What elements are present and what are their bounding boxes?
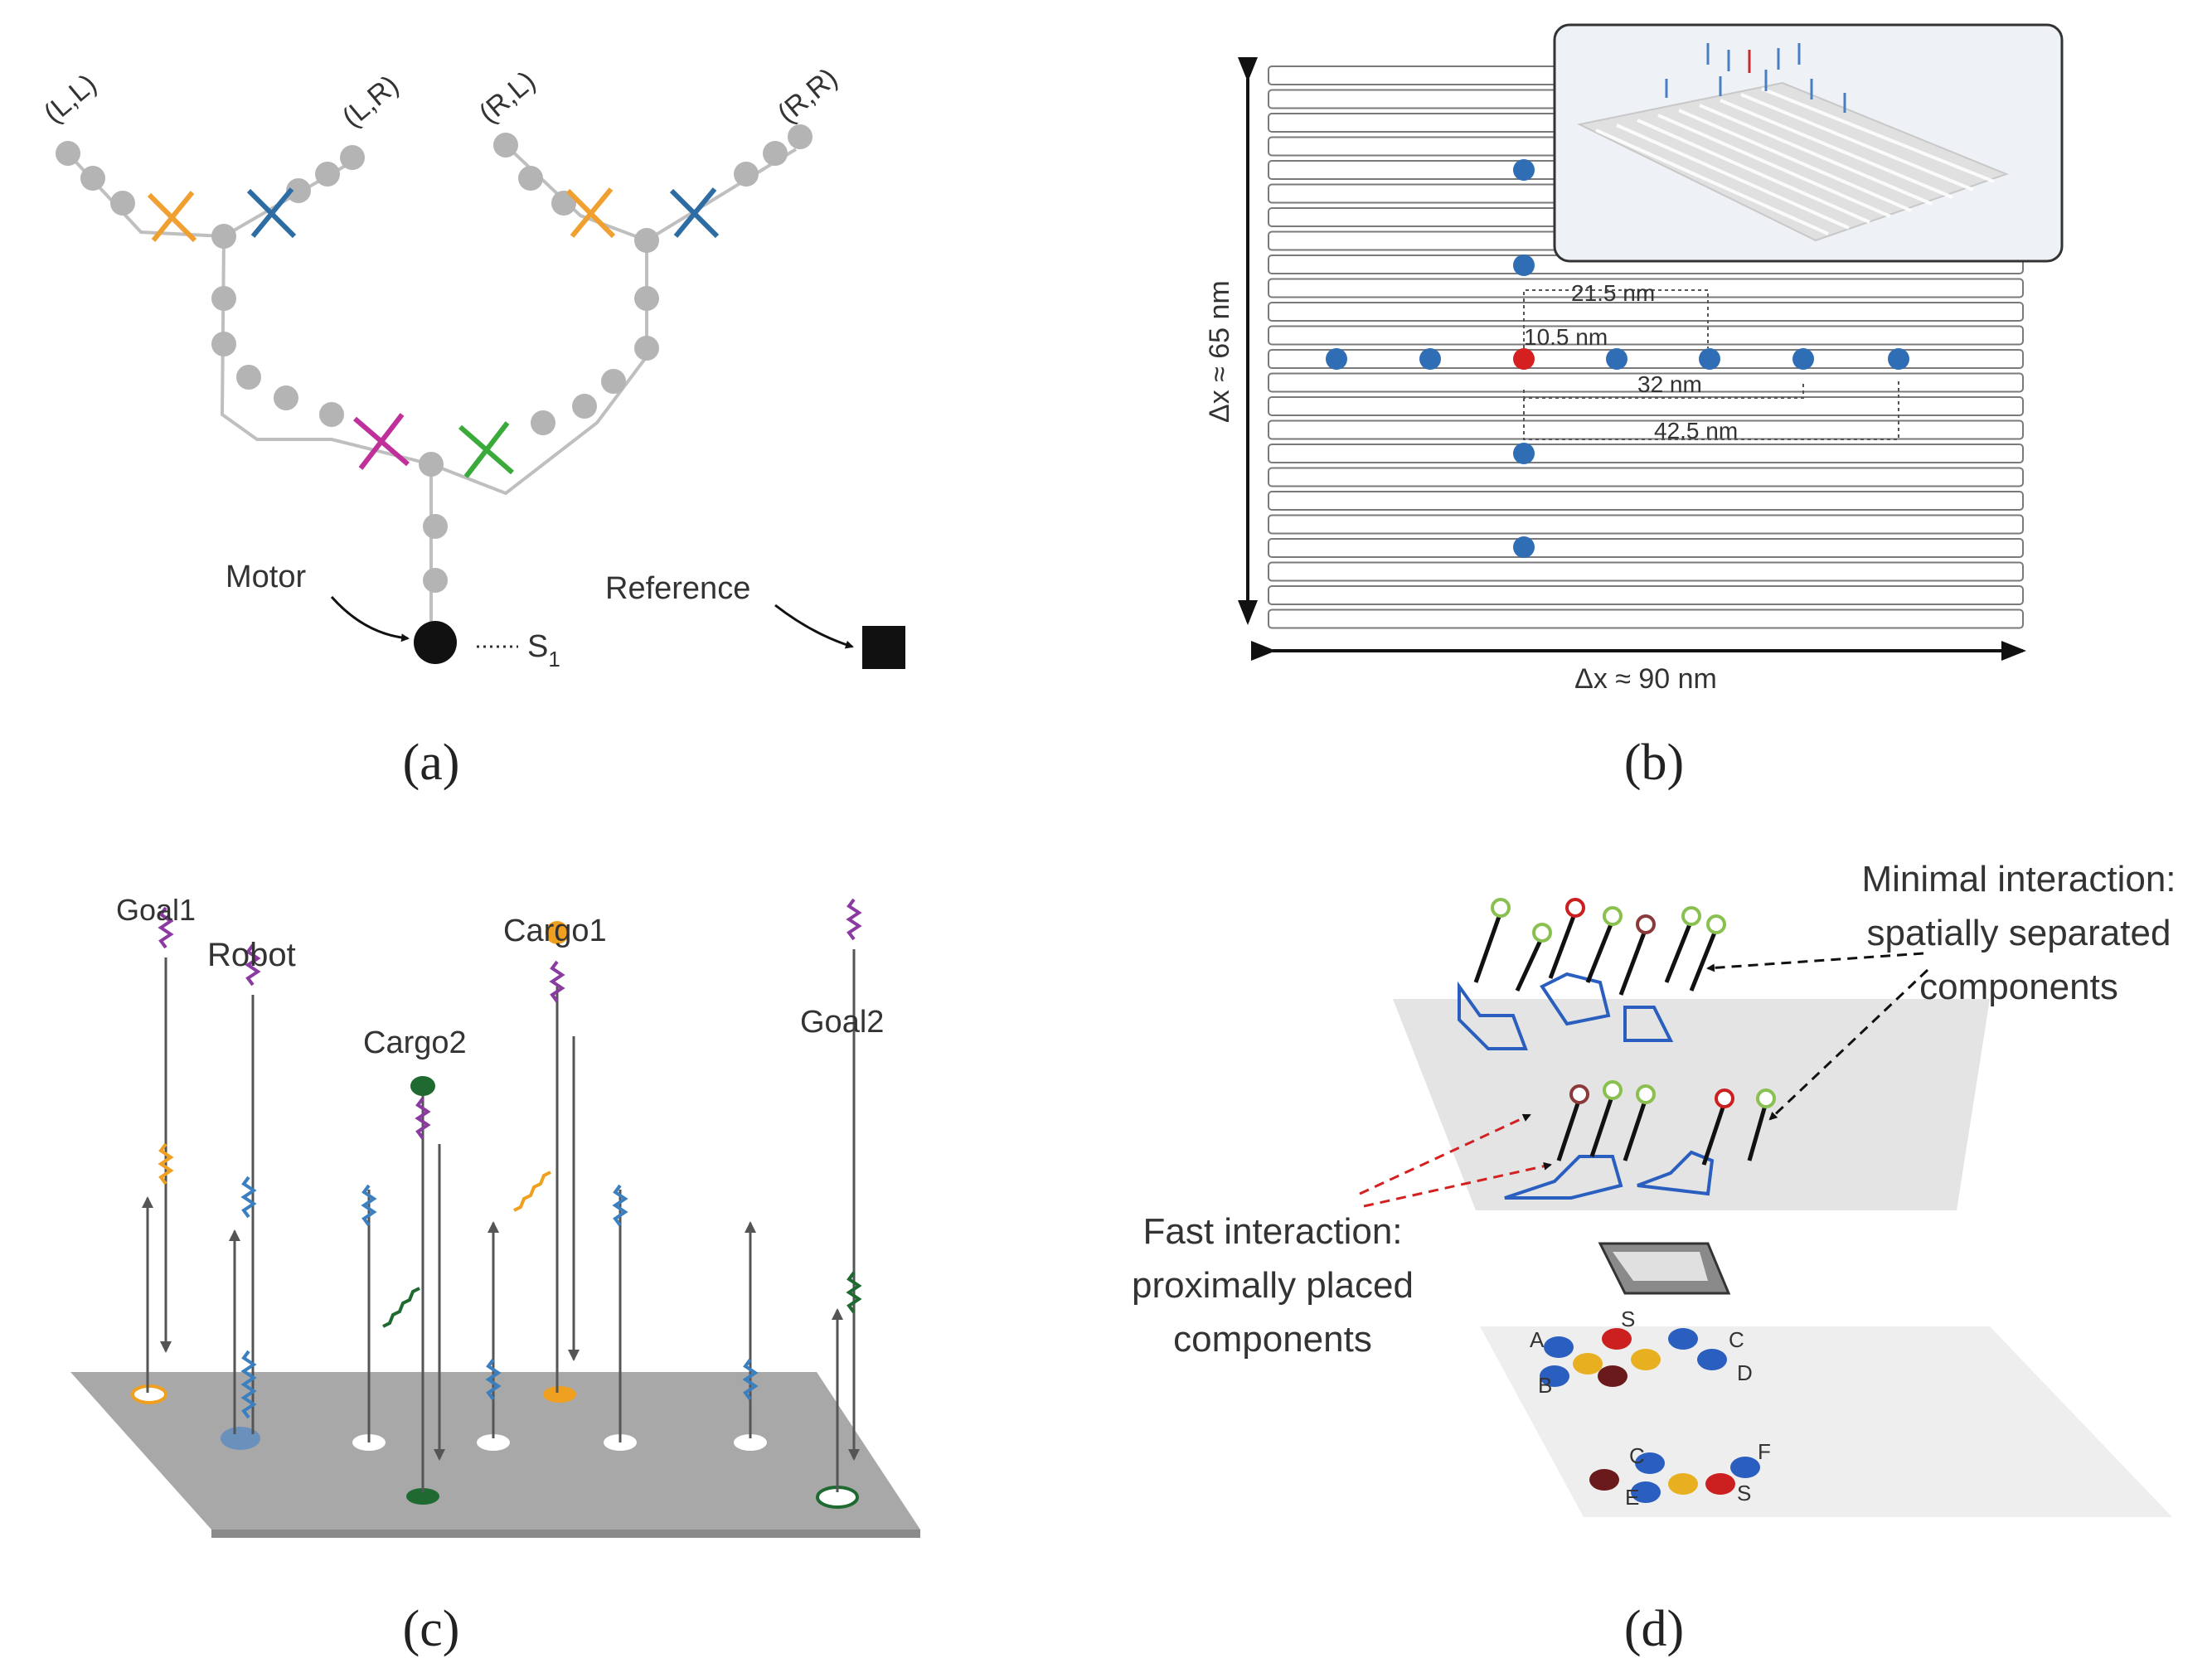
probe-pins	[1473, 911, 1768, 1166]
panel-a: (L,L) (L,R) (R,L) (R,R) Motor Reference …	[38, 62, 905, 791]
x-dimension-label: Δx ≈ 90 nm	[1574, 663, 1717, 695]
component-letters: A B C D S C E F S	[1530, 1307, 1771, 1510]
strand-stems	[142, 949, 860, 1492]
fast-line-2: proximally placed	[1132, 1265, 1414, 1306]
origami-strand	[1268, 491, 2024, 511]
green-domains	[382, 1271, 862, 1328]
branch-label-ll: (L,L)	[38, 68, 103, 129]
upper-circuit	[1458, 972, 1715, 1200]
fast-line-3: components	[1173, 1319, 1372, 1360]
origami-strand	[1268, 349, 2024, 369]
dist-21-5: 21.5 nm	[1571, 280, 1655, 306]
branch-label-rr: (R,R)	[772, 62, 844, 129]
origami-strand	[1268, 372, 2024, 393]
motor-dot	[414, 621, 457, 664]
probe-heads	[1491, 898, 1776, 1108]
origami-strand	[1268, 278, 2024, 298]
caption-a: (a)	[403, 735, 460, 791]
magenta-cross	[353, 413, 410, 470]
panel-b: Δx ≈ 65 nm Δx ≈ 90 nm 21.5 nm 10.5 nm 32…	[1204, 23, 2064, 791]
blue-cross-left	[246, 187, 297, 239]
y-dimension-label: Δx ≈ 65 nm	[1204, 280, 1235, 423]
blue-domains	[240, 1176, 759, 1419]
pointer-arrows	[1359, 952, 1929, 1208]
dist-10-5: 10.5 nm	[1524, 324, 1608, 350]
binding-site-dots	[1326, 159, 1909, 558]
svg-text:D: D	[1737, 1360, 1753, 1385]
origami-strand	[1268, 419, 2024, 440]
svg-text:A: A	[1530, 1327, 1545, 1352]
panel-c: Goal1 Robot Cargo2 Cargo1 Goal2 (c)	[70, 893, 920, 1657]
reference-square	[862, 626, 905, 669]
cargo2-bead	[410, 1076, 435, 1096]
caption-d: (d)	[1624, 1601, 1684, 1657]
origami-strand	[1268, 608, 2024, 629]
svg-text:C: C	[1629, 1443, 1645, 1468]
svg-text:S: S	[1621, 1307, 1635, 1331]
origin-red-dot	[1513, 348, 1535, 370]
motor-arrow	[330, 596, 410, 642]
reference-arrow	[774, 604, 854, 649]
distance-brackets	[1523, 289, 1899, 440]
orange-domains	[158, 1142, 551, 1212]
goal2-label: Goal2	[800, 1005, 884, 1040]
cargo1-label: Cargo1	[503, 914, 607, 948]
surface-anchor-holes	[131, 1384, 859, 1509]
caption-c: (c)	[403, 1601, 460, 1657]
origami-strand	[1268, 467, 2024, 487]
goal1-label: Goal1	[116, 893, 196, 927]
robot-label: Robot	[207, 937, 296, 973]
svg-text:E: E	[1625, 1485, 1639, 1510]
minimal-line-2: spatially separated	[1867, 913, 2171, 953]
fast-line-1: Fast interaction:	[1142, 1211, 1402, 1252]
minimal-line-3: components	[1919, 967, 2118, 1007]
panel-d: A B C D S C E F S Minimal interaction: s…	[1132, 859, 2176, 1657]
svg-text:B: B	[1538, 1373, 1552, 1398]
purple-domains	[158, 898, 862, 1140]
origami-strand	[1268, 561, 2024, 582]
dist-32: 32 nm	[1637, 371, 1702, 397]
origami-strand	[1268, 325, 2024, 346]
minimal-line-1: Minimal interaction:	[1861, 859, 2176, 899]
dist-42-5: 42.5 nm	[1654, 418, 1738, 444]
blue-cross-right	[669, 187, 720, 239]
cargo1-bead	[546, 921, 569, 944]
track-nodes	[56, 124, 813, 593]
branch-label-rl: (R,L)	[473, 65, 541, 129]
origami-strand	[1268, 514, 2024, 535]
reference-label: Reference	[605, 571, 750, 606]
origami-3d-inset	[1553, 23, 2064, 263]
orange-cross-left	[147, 191, 197, 243]
origami-strand	[1268, 538, 2024, 558]
svg-text:C: C	[1729, 1327, 1744, 1352]
connector-box	[1598, 1242, 1731, 1295]
origami-strand	[1268, 444, 2024, 463]
s1-label: S1	[527, 629, 560, 672]
svg-text:S: S	[1737, 1481, 1751, 1505]
branch-label-lr: (L,R)	[337, 69, 405, 133]
orange-cross-right	[565, 187, 616, 239]
cargo2-label: Cargo2	[363, 1025, 467, 1060]
component-dots	[1540, 1328, 1760, 1503]
origami-strand	[1268, 585, 2024, 605]
surface-plate-edge	[211, 1530, 920, 1538]
motor-label: Motor	[226, 560, 306, 594]
caption-b: (b)	[1624, 735, 1684, 791]
svg-text:F: F	[1758, 1439, 1771, 1464]
origami-strand	[1268, 302, 2024, 322]
surface-plate	[70, 1372, 920, 1530]
origami-strand	[1268, 396, 2024, 416]
green-cross	[458, 421, 514, 478]
